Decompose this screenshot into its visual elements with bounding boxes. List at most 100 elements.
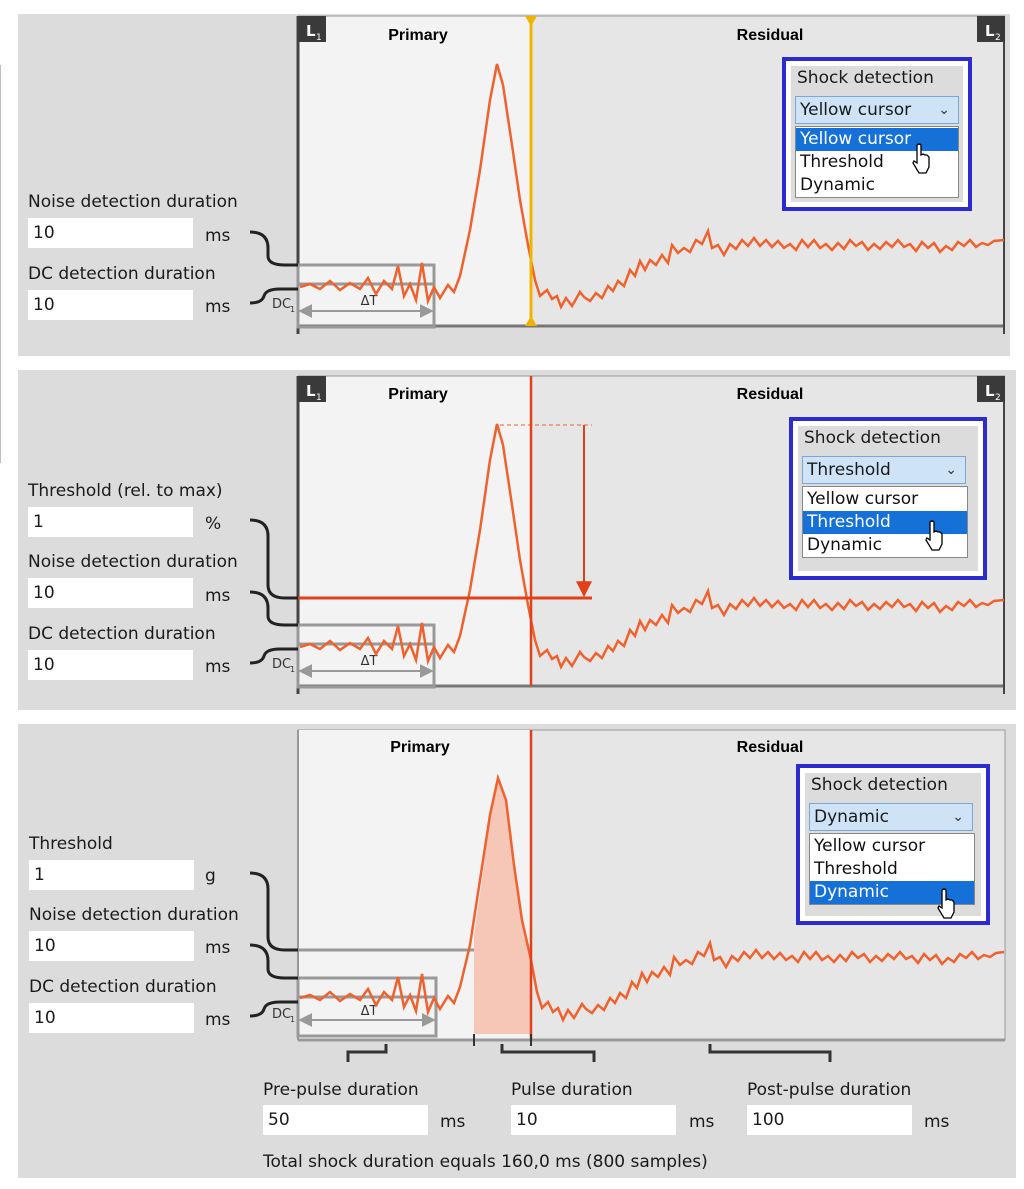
shock-detection-box: Shock detection Threshold ⌄ Yellow curso… xyxy=(798,426,978,571)
l2-marker-box xyxy=(977,16,1005,42)
shock-detection-select[interactable]: Yellow cursor ⌄ xyxy=(795,96,959,124)
shock-detection-title: Shock detection xyxy=(797,68,934,88)
shock-detection-value: Dynamic xyxy=(814,807,889,827)
dc-label: DC xyxy=(272,657,291,672)
dc-duration-label: DC detection duration xyxy=(28,264,216,284)
option-dynamic[interactable]: Dynamic xyxy=(800,175,875,195)
noise-leader xyxy=(249,230,298,267)
option-dynamic[interactable]: Dynamic xyxy=(807,535,882,555)
noise-window xyxy=(296,976,438,1038)
shock-detection-options: Yellow cursor Threshold Dynamic xyxy=(802,486,968,558)
option-threshold[interactable]: Threshold xyxy=(803,511,967,534)
dc-duration-unit: ms xyxy=(205,657,231,677)
side-rule xyxy=(0,65,1,463)
chevron-down-icon: ⌄ xyxy=(952,809,964,825)
primary-label: Primary xyxy=(388,386,448,403)
delta-t-label: ΔT xyxy=(361,654,378,669)
delta-t-label: ΔT xyxy=(361,1004,378,1019)
post-pulse-input[interactable] xyxy=(747,1105,912,1135)
pulse-area xyxy=(474,778,531,1034)
l2-sub: 2 xyxy=(995,393,1001,403)
dc-sub: 1 xyxy=(290,1015,295,1024)
shock-detection-select[interactable]: Dynamic ⌄ xyxy=(809,803,973,831)
threshold-rel-label: Threshold (rel. to max) xyxy=(28,481,223,501)
option-threshold[interactable]: Threshold xyxy=(814,859,898,879)
l1-sub: 1 xyxy=(316,393,322,403)
yellow-cursor-bottom-handle[interactable] xyxy=(525,316,537,326)
signal-trace xyxy=(299,63,1005,311)
shock-detection-panel-1: Shock detection Yellow cursor ⌄ Yellow c… xyxy=(782,57,972,211)
chevron-down-icon: ⌄ xyxy=(938,102,950,118)
dc-sub: 1 xyxy=(290,305,295,314)
threshold-input[interactable] xyxy=(29,860,194,890)
dc-label: DC xyxy=(272,1007,291,1022)
l1-marker-box xyxy=(298,16,326,42)
noise-duration-input[interactable] xyxy=(28,578,193,608)
pre-pulse-label: Pre-pulse duration xyxy=(263,1080,419,1100)
dc-duration-label: DC detection duration xyxy=(28,624,216,644)
dc-duration-label: DC detection duration xyxy=(29,977,217,997)
option-yellow-cursor[interactable]: Yellow cursor xyxy=(796,128,958,151)
shock-detection-box: Shock detection Dynamic ⌄ Yellow cursor … xyxy=(805,773,981,916)
shock-detection-title: Shock detection xyxy=(804,428,941,448)
primary-area xyxy=(298,376,530,686)
dc-leader xyxy=(249,287,298,305)
pulse-label: Pulse duration xyxy=(511,1080,633,1100)
noise-duration-unit: ms xyxy=(205,586,231,606)
primary-label: Primary xyxy=(390,739,450,756)
noise-duration-label: Noise detection duration xyxy=(28,192,238,212)
threshold-leader xyxy=(249,871,298,952)
pulse-unit: ms xyxy=(689,1112,715,1132)
dc-duration-input[interactable] xyxy=(29,1003,194,1033)
dc-sub: 1 xyxy=(290,665,295,674)
shock-detection-panel-3: Shock detection Dynamic ⌄ Yellow cursor … xyxy=(796,764,990,925)
pulse-input[interactable] xyxy=(511,1105,676,1135)
noise-duration-unit: ms xyxy=(205,226,231,246)
mouse-pointer-icon xyxy=(937,888,955,919)
signal-trace xyxy=(299,423,1005,671)
option-dynamic[interactable]: Dynamic xyxy=(810,881,974,904)
shock-detection-select[interactable]: Threshold ⌄ xyxy=(802,456,966,484)
dc-leader xyxy=(249,647,298,665)
threshold-leader xyxy=(249,518,298,600)
noise-leader xyxy=(249,590,298,627)
shock-detection-value: Threshold xyxy=(807,460,891,480)
shock-detection-title: Shock detection xyxy=(811,775,948,795)
l2-label: L xyxy=(985,382,995,400)
noise-leader xyxy=(249,943,298,980)
primary-area xyxy=(298,16,530,326)
noise-duration-input[interactable] xyxy=(28,218,193,248)
total-shock-duration: Total shock duration equals 160,0 ms (80… xyxy=(263,1152,708,1172)
noise-duration-unit: ms xyxy=(205,938,231,958)
yellow-cursor-top-handle[interactable] xyxy=(525,16,537,26)
residual-label: Residual xyxy=(737,386,804,403)
option-threshold[interactable]: Threshold xyxy=(800,152,884,172)
chevron-down-icon: ⌄ xyxy=(945,462,957,478)
post-pulse-label: Post-pulse duration xyxy=(747,1080,912,1100)
post-pulse-bracket xyxy=(708,1044,832,1062)
option-yellow-cursor[interactable]: Yellow cursor xyxy=(807,489,919,509)
noise-duration-label: Noise detection duration xyxy=(29,905,239,925)
shock-detection-box: Shock detection Yellow cursor ⌄ Yellow c… xyxy=(791,66,963,202)
threshold-unit: g xyxy=(205,866,216,886)
threshold-rel-unit: % xyxy=(205,514,222,534)
shock-detection-panel-2: Shock detection Threshold ⌄ Yellow curso… xyxy=(789,417,987,580)
dc-duration-unit: ms xyxy=(205,1010,231,1030)
mouse-pointer-icon xyxy=(912,143,930,174)
residual-label: Residual xyxy=(737,27,804,44)
l2-sub: 2 xyxy=(995,33,1001,43)
shock-detection-options: Yellow cursor Threshold Dynamic xyxy=(795,126,959,198)
noise-window xyxy=(296,263,436,329)
dc-duration-input[interactable] xyxy=(28,650,193,680)
shock-detection-options: Yellow cursor Threshold Dynamic xyxy=(809,833,975,905)
noise-duration-input[interactable] xyxy=(29,931,194,961)
pre-pulse-unit: ms xyxy=(440,1112,466,1132)
l1-label: L xyxy=(306,382,316,400)
dc-duration-input[interactable] xyxy=(28,290,193,320)
threshold-rel-input[interactable] xyxy=(28,507,193,537)
option-yellow-cursor[interactable]: Yellow cursor xyxy=(814,836,926,856)
primary-label: Primary xyxy=(388,27,448,44)
threshold-label: Threshold xyxy=(29,834,113,854)
pre-pulse-input[interactable] xyxy=(263,1105,428,1135)
